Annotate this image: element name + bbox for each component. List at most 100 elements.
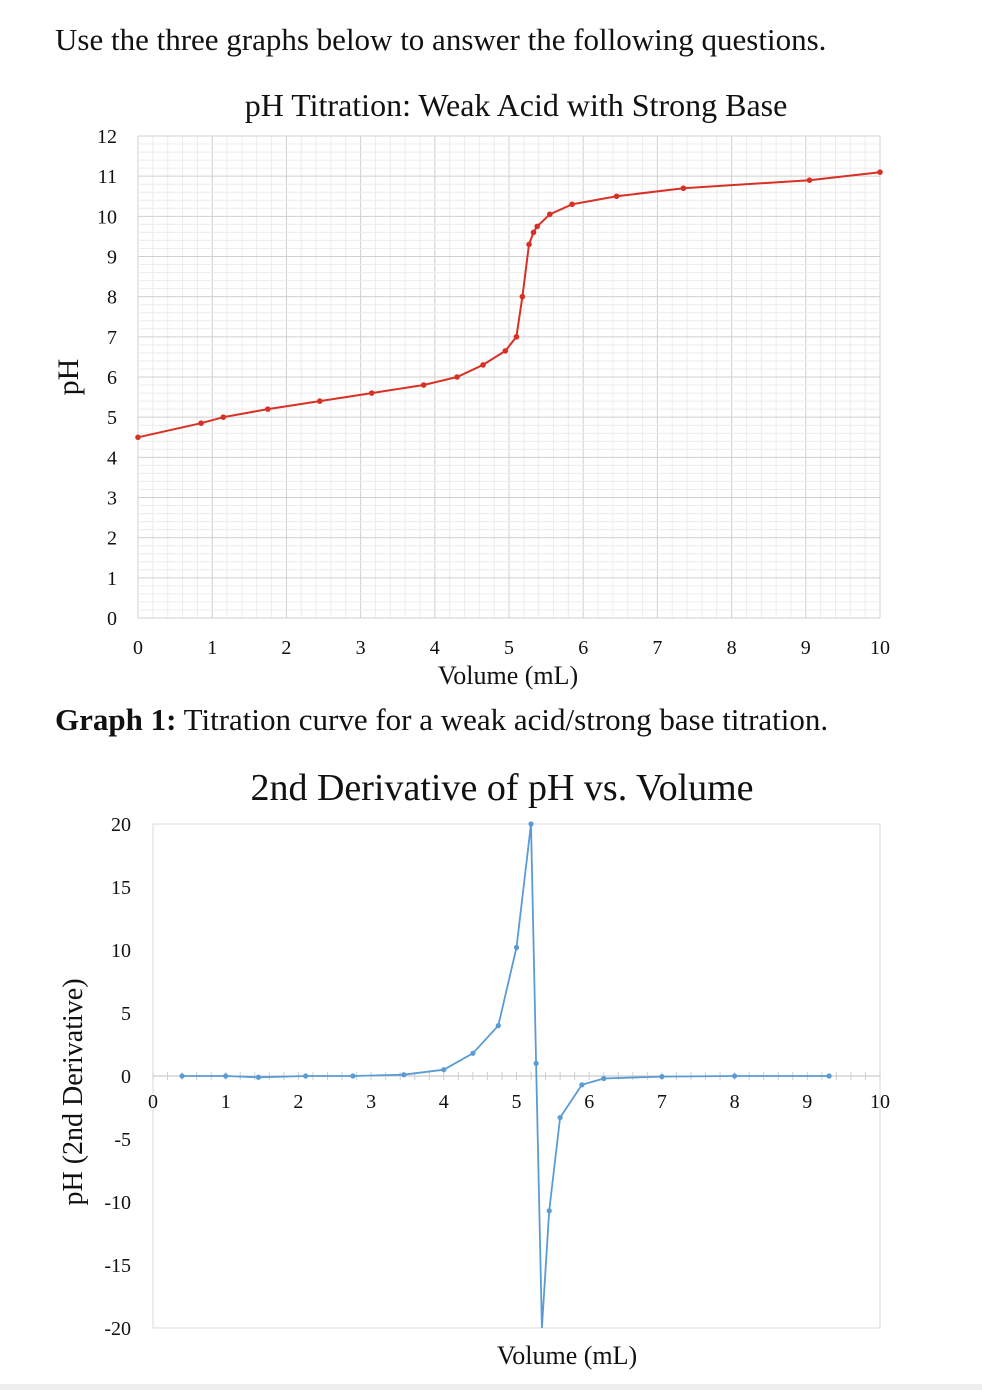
chart1-y-tick: 3 bbox=[107, 488, 117, 510]
chart2-data-point bbox=[579, 1082, 585, 1088]
chart1-data-point bbox=[198, 420, 204, 426]
chart1-y-tick: 4 bbox=[107, 447, 117, 469]
chart2-y-tick: 0 bbox=[121, 1066, 131, 1088]
chart2-data-point bbox=[732, 1073, 738, 1079]
chart2-x-tick: 7 bbox=[657, 1091, 667, 1113]
chart1-data-point bbox=[519, 293, 526, 300]
chart1-x-tick: 5 bbox=[504, 637, 514, 659]
chart1-data-point bbox=[534, 223, 540, 230]
chart2-data-point bbox=[513, 944, 520, 951]
chart2-data-point bbox=[223, 1073, 229, 1079]
chart1-data-point bbox=[420, 382, 427, 388]
chart2-y-tick: -15 bbox=[104, 1255, 131, 1277]
chart2-data-point bbox=[255, 1074, 262, 1080]
chart2-x-tick: 9 bbox=[802, 1091, 812, 1113]
chart1-y-tick: 9 bbox=[107, 247, 117, 269]
chart2-data-point bbox=[350, 1073, 356, 1079]
chart2-x-tick: 4 bbox=[439, 1091, 449, 1113]
chart2-data-point bbox=[495, 1023, 501, 1029]
chart1-x-tick-labels: 0 1 2 3 4 5 6 7 8 9 10 bbox=[133, 637, 890, 659]
chart1-x-tick: 8 bbox=[727, 637, 737, 659]
chart2-data-points bbox=[179, 821, 832, 1214]
chart1-data-point bbox=[569, 201, 575, 208]
chart1-title: pH Titration: Weak Acid with Strong Base bbox=[245, 87, 788, 123]
chart1-y-tick: 12 bbox=[97, 126, 117, 148]
chart1-data-point bbox=[513, 334, 520, 340]
chart1-x-tick: 7 bbox=[652, 637, 662, 659]
chart2-y-tick: 5 bbox=[121, 1003, 131, 1025]
chart1-y-tick: 8 bbox=[107, 287, 117, 309]
chart1-x-tick: 4 bbox=[430, 637, 440, 659]
chart2-data-point bbox=[659, 1074, 665, 1080]
chart2-y-tick: 10 bbox=[111, 940, 131, 962]
chart1-y-tick: 6 bbox=[107, 367, 117, 389]
chart1-data-point bbox=[806, 177, 813, 183]
chart2-data-point bbox=[826, 1073, 832, 1079]
chart1-x-tick: 10 bbox=[870, 637, 890, 659]
chart2-data-point bbox=[470, 1050, 476, 1056]
chart1-y-tick: 10 bbox=[97, 206, 117, 228]
chart1-data-point bbox=[265, 406, 271, 412]
chart2-y-tick: -10 bbox=[104, 1192, 131, 1214]
chart2-x-tick-labels: 0 1 2 3 4 5 6 7 8 9 10 bbox=[148, 1091, 890, 1113]
chart1-y-tick: 1 bbox=[107, 568, 117, 590]
chart1-data-point bbox=[368, 390, 375, 396]
chart1-x-tick: 6 bbox=[578, 637, 588, 659]
titration-chart: pH Titration: Weak Acid with Strong Base… bbox=[52, 87, 890, 690]
chart1-x-tick: 2 bbox=[281, 637, 291, 659]
chart2-data-point bbox=[528, 821, 534, 827]
chart2-data-point bbox=[533, 1060, 539, 1066]
chart2-x-tick: 3 bbox=[366, 1091, 376, 1113]
chart1-data-point bbox=[530, 229, 537, 236]
chart2-y-tick: 20 bbox=[111, 814, 131, 836]
chart1-y-axis-label: pH bbox=[52, 359, 85, 396]
caption-text: Titration curve for a weak acid/strong b… bbox=[176, 702, 829, 737]
chart1-data-point bbox=[547, 211, 553, 218]
chart2-x-tick: 6 bbox=[584, 1091, 594, 1113]
chart1-x-tick: 3 bbox=[356, 637, 366, 659]
chart2-y-tick: 15 bbox=[111, 877, 131, 899]
chart1-data-point bbox=[316, 398, 323, 404]
chart1-data-point bbox=[526, 241, 532, 248]
chart2-series-line bbox=[182, 823, 830, 1329]
chart2-title: 2nd Derivative of pH vs. Volume bbox=[250, 767, 753, 809]
chart1-y-tick: 7 bbox=[107, 327, 117, 349]
chart2-y-tick: -20 bbox=[104, 1318, 131, 1340]
caption-bold: Graph 1: bbox=[55, 702, 177, 737]
chart1-x-tick: 1 bbox=[207, 637, 217, 659]
chart2-x-axis-label: Volume (mL) bbox=[497, 1341, 637, 1370]
chart1-data-point bbox=[220, 414, 227, 420]
chart1-x-tick: 0 bbox=[133, 637, 143, 659]
chart1-data-points bbox=[135, 169, 883, 441]
chart2-data-point bbox=[546, 1208, 552, 1214]
chart1-x-tick: 9 bbox=[801, 637, 811, 659]
chart2-x-tick: 8 bbox=[730, 1091, 740, 1113]
chart2-data-point bbox=[179, 1073, 185, 1079]
chart2-data-point bbox=[401, 1072, 407, 1078]
chart1-data-point bbox=[877, 169, 883, 175]
chart1-gridlines bbox=[137, 135, 881, 619]
chart2-x-tick: 1 bbox=[221, 1091, 231, 1113]
chart2-x-tick: 5 bbox=[512, 1091, 522, 1113]
chart1-data-point bbox=[135, 434, 141, 441]
chart2-data-point bbox=[601, 1075, 607, 1082]
graph1-caption: Graph 1: Titration curve for a weak acid… bbox=[55, 702, 828, 738]
chart2-data-point bbox=[441, 1067, 447, 1073]
chart1-data-point bbox=[454, 374, 460, 380]
chart1-data-point bbox=[680, 185, 687, 192]
chart2-data-point bbox=[303, 1073, 309, 1079]
chart1-data-point bbox=[502, 348, 509, 354]
chart1-y-tick: 11 bbox=[98, 166, 117, 188]
chart1-data-point bbox=[480, 362, 486, 368]
chart2-y-tick-labels: 20 15 10 5 0 -5 -10 -15 -20 bbox=[104, 814, 131, 1340]
chart2-x-tick: 0 bbox=[148, 1091, 158, 1113]
chart1-y-tick: 0 bbox=[107, 608, 117, 630]
chart2-data-point bbox=[557, 1114, 563, 1121]
chart2-x-tick: 10 bbox=[870, 1091, 890, 1113]
instructions-text: Use the three graphs below to answer the… bbox=[55, 22, 827, 57]
chart1-y-tick: 2 bbox=[107, 528, 117, 550]
second-derivative-chart: 2nd Derivative of pH vs. Volume 20151050… bbox=[58, 767, 890, 1370]
chart1-x-axis-label: Volume (mL) bbox=[438, 661, 578, 690]
chart2-y-axis-label: pH (2nd Derivative) bbox=[58, 978, 89, 1205]
